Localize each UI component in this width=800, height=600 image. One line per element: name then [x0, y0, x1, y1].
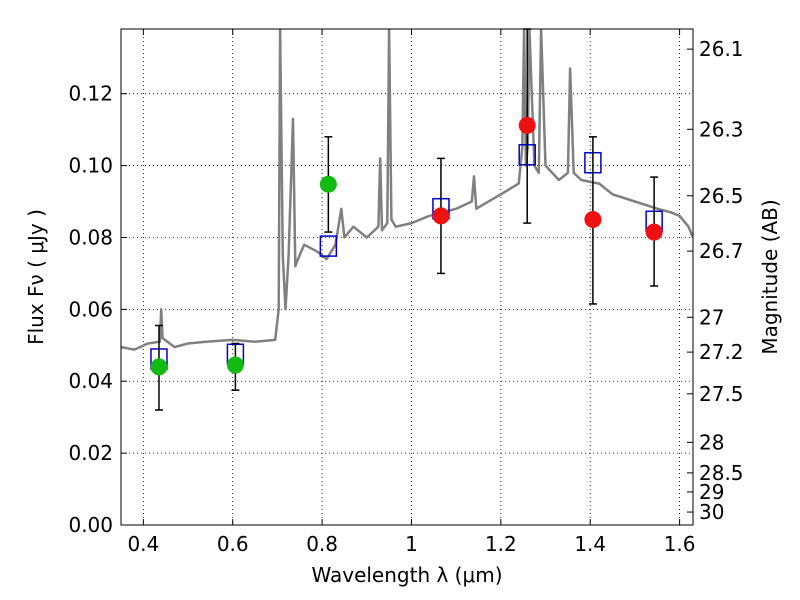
y-tick-label: 0.08 — [68, 225, 113, 249]
axis-ticks: 0.4 0.6 0.8 1 1.2 1.4 1.6 0.00 0.02 0.04 0.06 0.08 0… — [68, 29, 744, 556]
mag-tick-label: 28.5 — [699, 461, 744, 485]
observed-point — [645, 223, 663, 241]
x-tick-label: 1.2 — [485, 532, 517, 556]
y-tick-label: 0.00 — [68, 513, 113, 537]
model-spectrum-layer — [121, 29, 693, 351]
x-tick-label: 1.4 — [574, 532, 606, 556]
mag-tick-label: 26.5 — [699, 184, 744, 208]
y-tick-label: 0.04 — [68, 369, 113, 393]
x-tick-label: 0.6 — [217, 532, 249, 556]
mag-tick-label: 30 — [699, 500, 724, 524]
observed-point — [518, 116, 536, 134]
data-marker-layer — [150, 28, 663, 411]
observed-point — [432, 207, 450, 225]
mag-tick-label: 26.7 — [699, 239, 744, 263]
y-tick-label: 0.06 — [68, 297, 113, 321]
model-spectrum-line — [121, 29, 693, 351]
mag-tick-label: 26.3 — [699, 117, 744, 141]
observed-point — [584, 210, 602, 228]
observed-point — [319, 175, 337, 193]
model-band-square — [319, 235, 338, 257]
x-axis-label: Wavelength λ (μm) — [311, 563, 502, 587]
grid — [121, 29, 693, 525]
y-tick-label: 0.10 — [68, 154, 113, 178]
x-tick-label: 1.6 — [664, 532, 696, 556]
mag-tick-label: 29 — [699, 480, 724, 504]
y-axis-label: Flux Fν ( μJy ) — [24, 209, 48, 345]
observed-point — [226, 356, 244, 374]
mag-tick-label: 27.2 — [699, 340, 744, 364]
mag-tick-label: 27 — [699, 305, 724, 329]
plot-frame — [120, 28, 694, 526]
x-tick-label: 0.4 — [127, 532, 159, 556]
mag-tick-label: 27.5 — [699, 382, 744, 406]
observed-point — [150, 358, 168, 376]
y-tick-label: 0.12 — [68, 82, 113, 106]
mag-tick-label: 28 — [699, 430, 724, 454]
x-tick-label: 0.8 — [306, 532, 338, 556]
y-tick-label: 0.02 — [68, 441, 113, 465]
right-axis-label: Magnitude (AB) — [758, 199, 782, 354]
mag-tick-label: 26.1 — [699, 37, 744, 61]
x-tick-label: 1 — [405, 532, 418, 556]
